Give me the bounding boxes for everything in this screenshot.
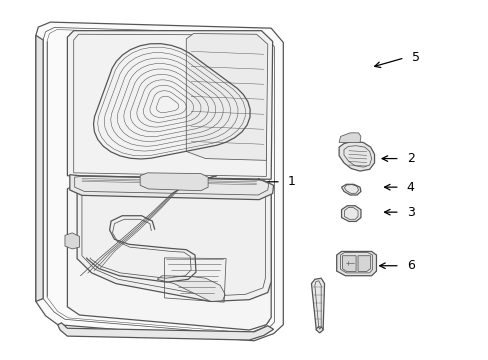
Polygon shape	[36, 22, 283, 341]
Polygon shape	[67, 31, 272, 179]
Text: 5: 5	[411, 51, 419, 64]
Polygon shape	[341, 184, 360, 195]
Polygon shape	[140, 173, 208, 191]
Polygon shape	[342, 256, 355, 271]
Text: 6: 6	[406, 259, 414, 272]
Polygon shape	[338, 133, 360, 143]
Polygon shape	[338, 141, 374, 171]
Ellipse shape	[171, 182, 179, 187]
Polygon shape	[341, 206, 360, 221]
Text: 4: 4	[406, 181, 414, 194]
Ellipse shape	[68, 238, 76, 245]
Text: 3: 3	[406, 206, 414, 219]
Polygon shape	[311, 278, 324, 333]
Polygon shape	[58, 323, 273, 340]
Text: 2: 2	[406, 152, 414, 165]
Polygon shape	[65, 233, 80, 249]
Polygon shape	[77, 184, 271, 301]
Polygon shape	[157, 276, 224, 301]
Polygon shape	[36, 35, 43, 301]
Ellipse shape	[346, 134, 352, 139]
Polygon shape	[357, 256, 370, 271]
Polygon shape	[336, 251, 376, 276]
Polygon shape	[70, 175, 273, 200]
Text: 1: 1	[287, 175, 295, 188]
Polygon shape	[67, 184, 271, 330]
Polygon shape	[186, 33, 267, 160]
